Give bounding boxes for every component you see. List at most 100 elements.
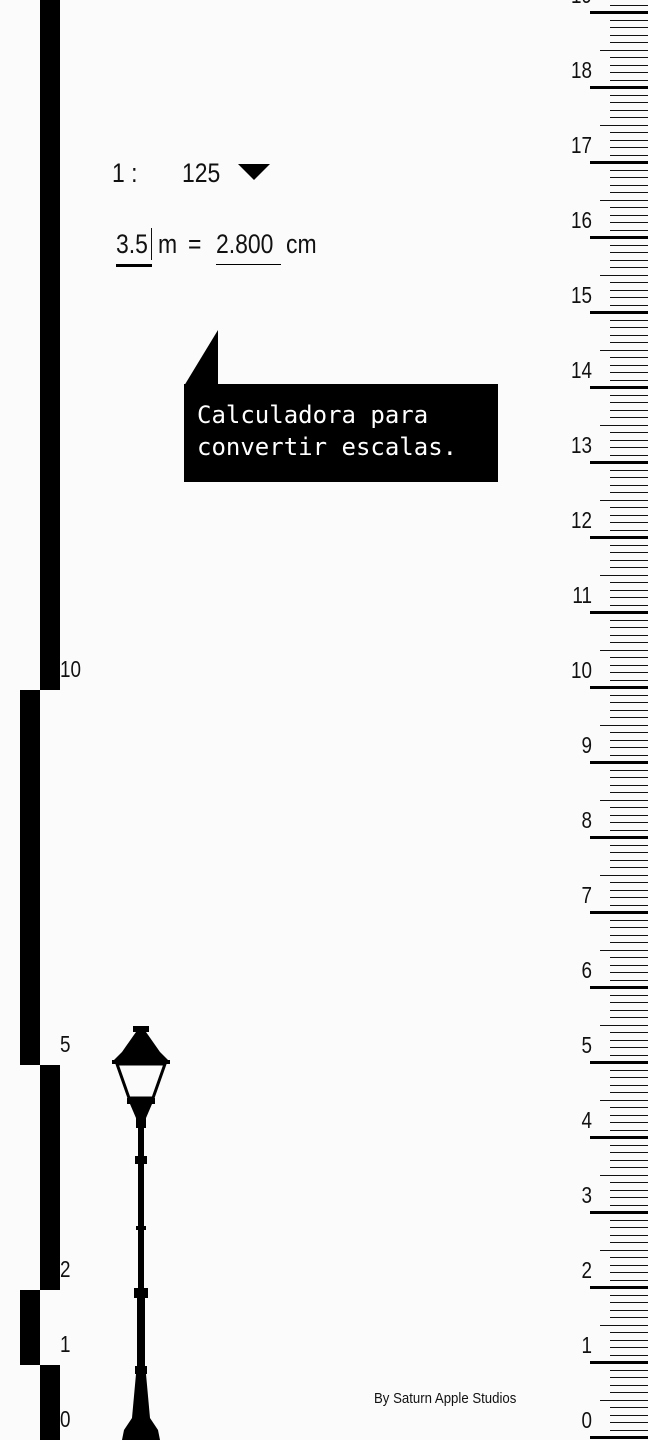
meters-input[interactable]: 3.5 — [116, 226, 152, 267]
centimeters-value: 2.800 — [216, 229, 274, 259]
ruler-tick — [610, 1084, 648, 1086]
ruler-tick — [610, 859, 648, 861]
ruler-tick — [610, 1257, 648, 1258]
ruler-tick — [610, 1009, 648, 1011]
ruler-tick — [610, 972, 648, 973]
ruler-tick — [610, 109, 648, 111]
ruler-major-tick — [590, 1061, 648, 1064]
ruler-tick — [610, 679, 648, 681]
ruler-tick — [610, 64, 648, 66]
ruler-tick — [600, 1099, 648, 1101]
ruler-tick — [610, 657, 648, 658]
ruler-tick — [610, 1129, 648, 1131]
ruler-label-4: 4 — [581, 1107, 592, 1133]
ruler-tick — [610, 994, 648, 996]
ruler-major-tick — [590, 536, 648, 539]
ruler-tick — [610, 822, 648, 823]
ruler-tick — [610, 889, 648, 891]
scale-value[interactable]: 125 — [182, 157, 221, 188]
meter-bar-segment — [40, 0, 60, 690]
ruler-tick — [610, 1392, 648, 1393]
ruler-tick — [600, 1174, 648, 1176]
ruler-tick — [610, 169, 648, 171]
ruler-tick — [610, 702, 648, 703]
ruler-tick — [610, 214, 648, 216]
ruler-label-16: 16 — [571, 207, 592, 233]
ruler-tick — [610, 1167, 648, 1168]
ruler-tick — [610, 852, 648, 853]
ruler-tick — [600, 649, 648, 651]
ruler-major-tick — [590, 1211, 648, 1214]
ruler-tick — [610, 1054, 648, 1056]
cm-ruler[interactable]: 012345678910111213141516171819 — [560, 0, 648, 1440]
ruler-label-14: 14 — [571, 357, 592, 383]
caret-down-icon[interactable] — [238, 164, 270, 180]
ruler-tick — [610, 784, 648, 786]
ruler-tick — [610, 252, 648, 253]
ruler-tick — [610, 1317, 648, 1318]
ruler-tick — [610, 357, 648, 358]
ruler-tick — [610, 432, 648, 433]
ruler-tick — [610, 934, 648, 936]
street-lamp-icon — [112, 1026, 170, 1440]
ruler-tick — [610, 27, 648, 28]
bubble-tail — [184, 330, 218, 386]
ruler-label-5: 5 — [581, 1032, 592, 1058]
ruler-tick — [610, 1242, 648, 1243]
ruler-tick — [610, 1279, 648, 1281]
scale-prefix: 1 : — [112, 157, 138, 188]
ruler-tick — [600, 349, 648, 351]
ruler-label-17: 17 — [571, 132, 592, 158]
ruler-tick — [610, 342, 648, 343]
ruler-tick — [610, 919, 648, 921]
bubble-line-2: convertir escalas. — [197, 433, 458, 461]
ruler-tick — [600, 874, 648, 876]
ruler-tick — [610, 1422, 648, 1423]
ruler-tick — [610, 544, 648, 546]
ruler-tick — [610, 72, 648, 73]
credit-text: By Saturn Apple Studios — [374, 1390, 517, 1407]
ruler-major-tick — [590, 461, 648, 464]
ruler-tick — [610, 739, 648, 741]
ruler-tick — [600, 1024, 648, 1026]
ruler-tick — [610, 42, 648, 43]
ruler-tick — [610, 664, 648, 666]
centimeters-input[interactable]: 2.800 — [216, 226, 281, 265]
ruler-tick — [600, 199, 648, 201]
ruler-tick — [610, 1294, 648, 1296]
ruler-label-8: 8 — [581, 807, 592, 833]
ruler-tick — [610, 814, 648, 816]
ruler-tick — [600, 49, 648, 51]
ruler-tick — [610, 672, 648, 673]
meter-label-1: 1 — [60, 1331, 71, 1357]
ruler-tick — [610, 1414, 648, 1416]
ruler-tick — [610, 552, 648, 553]
ruler-tick — [600, 424, 648, 426]
ruler-tick — [610, 582, 648, 583]
ruler-tick — [610, 522, 648, 523]
ruler-tick — [610, 1204, 648, 1206]
ruler-tick — [610, 717, 648, 718]
ruler-tick — [610, 207, 648, 208]
ruler-tick — [610, 1077, 648, 1078]
ruler-tick — [610, 829, 648, 831]
ruler-major-tick — [590, 161, 648, 164]
ruler-label-0: 0 — [581, 1407, 592, 1433]
ruler-tick — [610, 334, 648, 336]
ruler-major-tick — [590, 1286, 648, 1289]
ruler-tick — [610, 154, 648, 156]
centimeters-unit: cm — [286, 229, 317, 259]
ruler-tick — [610, 747, 648, 748]
ruler-tick — [610, 1032, 648, 1033]
ruler-major-tick — [590, 1361, 648, 1364]
equals-sign: = — [188, 229, 202, 259]
ruler-tick — [610, 604, 648, 606]
ruler-tick — [610, 1369, 648, 1371]
ruler-major-tick — [590, 86, 648, 89]
scale-selector[interactable]: 1 : 125 — [112, 156, 270, 190]
ruler-tick — [610, 904, 648, 906]
ruler-tick — [610, 1219, 648, 1221]
ruler-tick — [610, 364, 648, 366]
ruler-label-10: 10 — [571, 657, 592, 683]
ruler-tick — [610, 454, 648, 456]
